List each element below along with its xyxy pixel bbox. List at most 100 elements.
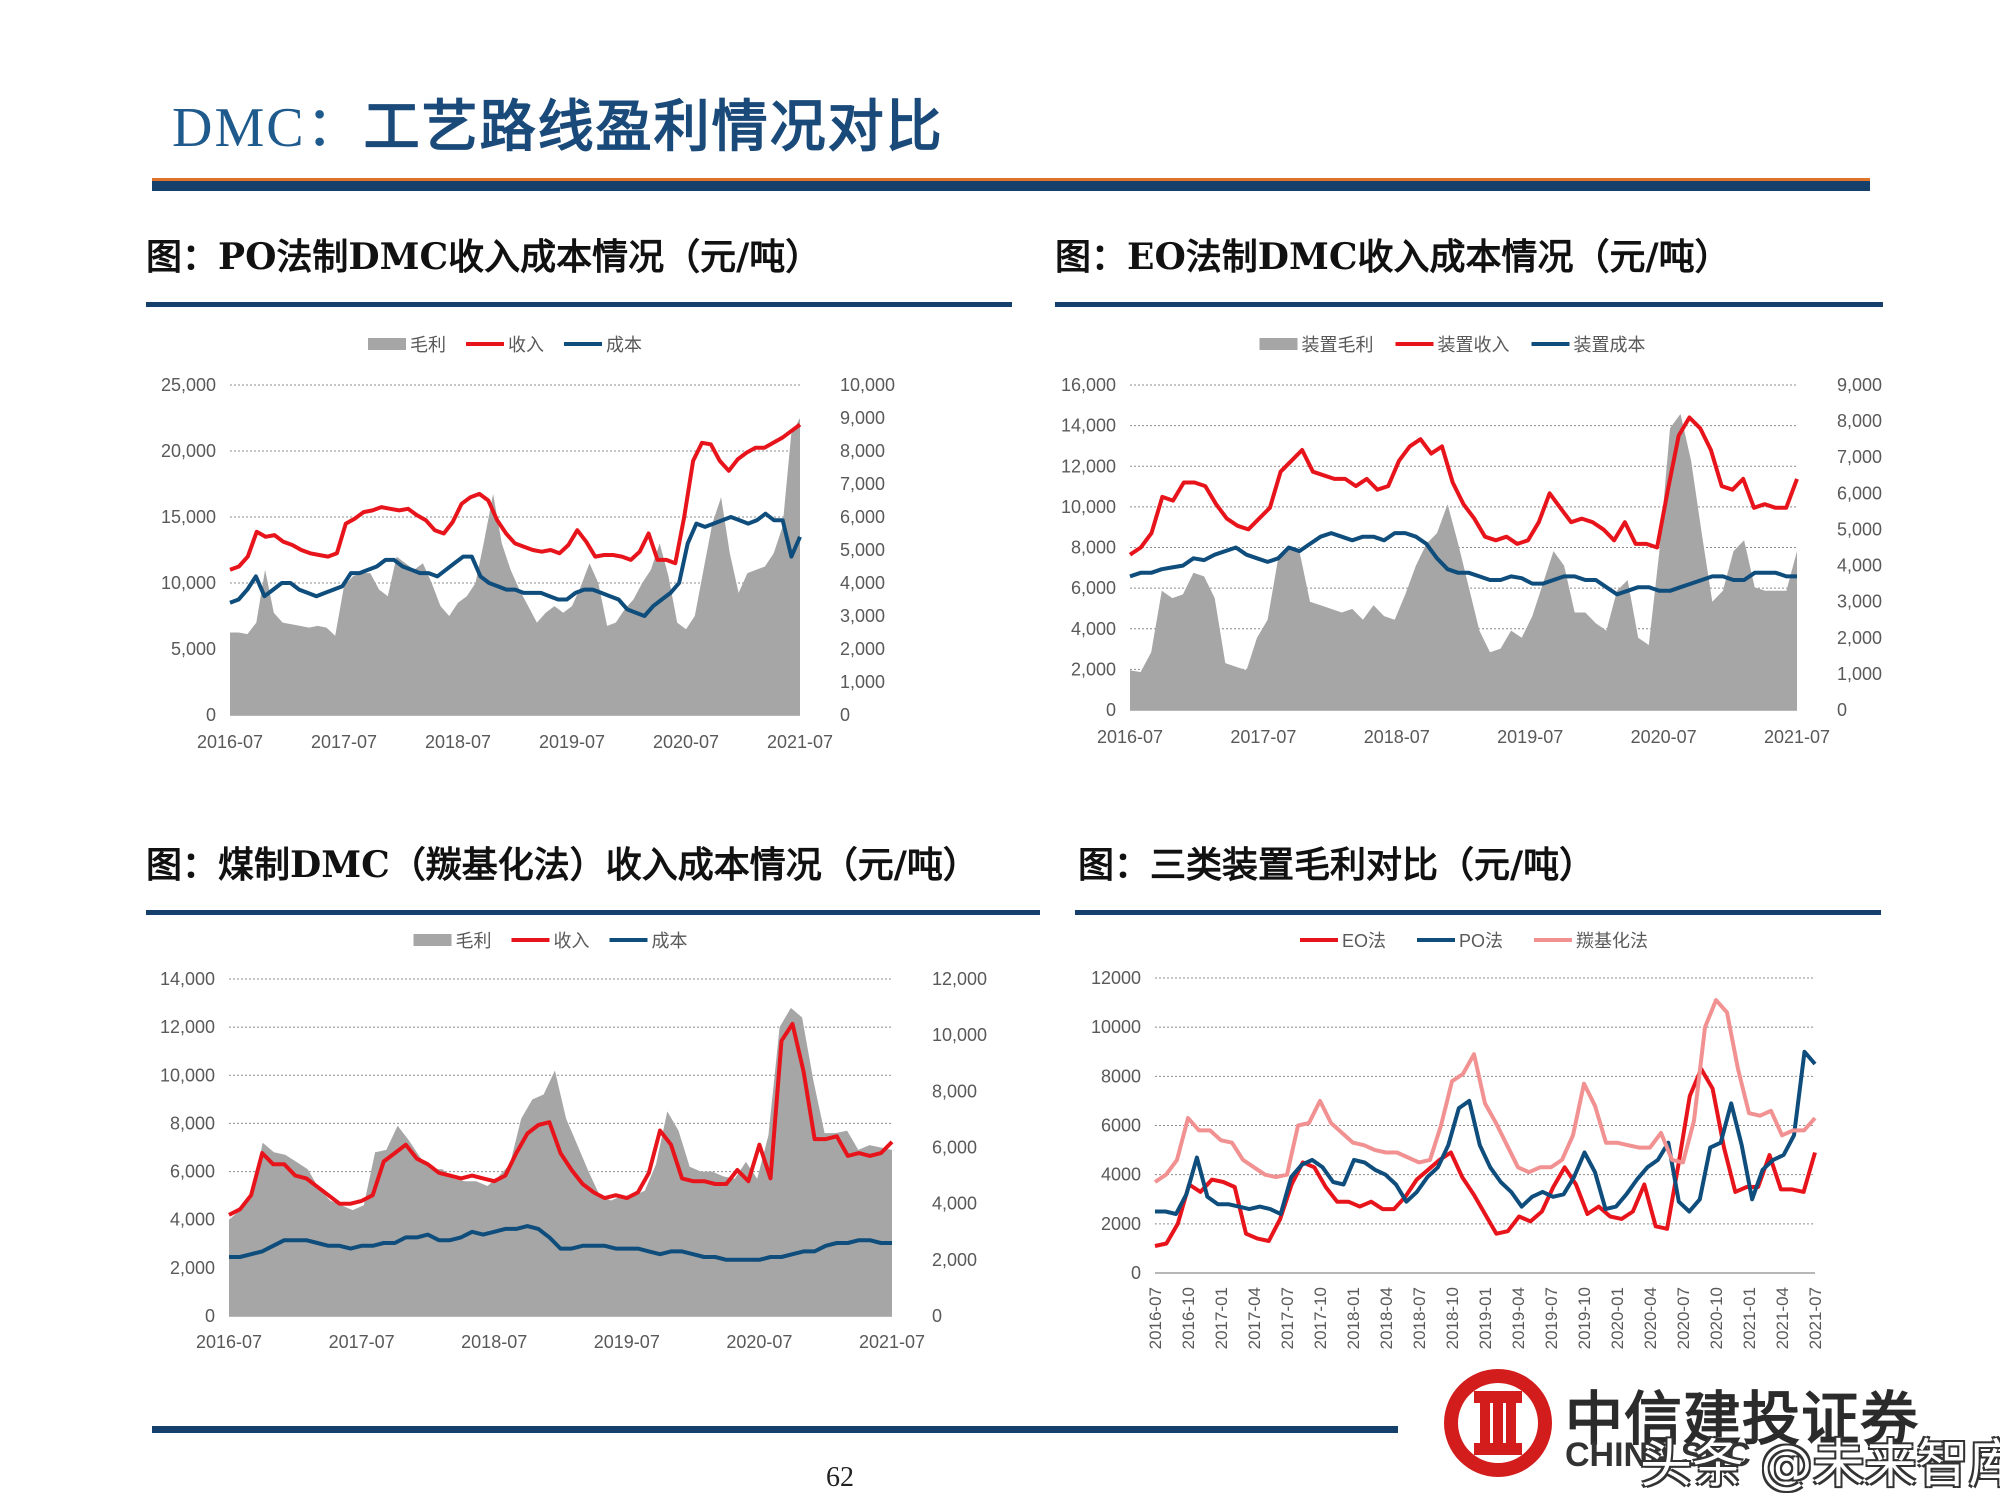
right-axis-tick-label: 10,000 [932, 1025, 987, 1045]
right-axis-tick-label: 1,000 [840, 672, 885, 692]
right-axis-tick-label: 2,000 [1837, 628, 1882, 648]
x-axis-tick-label: 2019-07 [539, 732, 605, 752]
x-axis-tick-label: 2018-07 [461, 1332, 527, 1352]
legend-label-成本: 成本 [606, 335, 642, 355]
right-axis-tick-label: 8,000 [1837, 411, 1882, 431]
x-axis-tick-label: 2017-07 [329, 1332, 395, 1352]
figure-rule-coal [146, 910, 1040, 915]
figure-title-eo: 图：EO法制DMC收入成本情况（元/吨） [1055, 236, 1731, 278]
x-axis-tick-label: 2019-10 [1575, 1287, 1594, 1349]
right-axis-tick-label: 3,000 [840, 606, 885, 626]
x-axis-tick-label: 2021-04 [1773, 1287, 1792, 1349]
right-axis-tick-label: 6,000 [932, 1138, 977, 1158]
x-axis-tick-label: 2018-07 [1364, 727, 1430, 747]
x-axis-tick-label: 2020-07 [653, 732, 719, 752]
x-axis-tick-label: 2020-07 [1674, 1287, 1693, 1349]
chart-eo: 0 2,000 4,000 6,000 8,000 10,000 12,000 14,000 1… [1061, 335, 1882, 747]
x-axis-tick-label: 2017-07 [311, 732, 377, 752]
x-axis-tick-label: 2021-01 [1740, 1287, 1759, 1349]
left-axis-tick-label: 6,000 [170, 1162, 215, 1182]
left-axis-tick-label: 0 [205, 1306, 215, 1326]
x-axis-tick-label: 2018-01 [1344, 1287, 1363, 1349]
x-axis-tick-label: 2019-07 [594, 1332, 660, 1352]
figure-rule-po [146, 302, 1012, 307]
right-axis-tick-label: 0 [840, 705, 850, 725]
left-axis-tick-label: 4000 [1101, 1165, 1141, 1185]
x-axis-tick-label: 2019-07 [1542, 1287, 1561, 1349]
figure-rule-margin [1075, 910, 1881, 915]
left-axis-tick-label: 2,000 [170, 1258, 215, 1278]
right-axis-tick-label: 4,000 [932, 1194, 977, 1214]
x-axis-tick-label: 2017-07 [1278, 1287, 1297, 1349]
figure-title-margin: 图：三类装置毛利对比（元/吨） [1078, 844, 1596, 886]
left-axis-tick-label: 12000 [1091, 968, 1141, 988]
figure-title-coal: 图：煤制DMC（羰基化法）收入成本情况（元/吨） [146, 844, 979, 886]
left-axis-tick-label: 0 [206, 705, 216, 725]
x-axis-tick-label: 2019-04 [1509, 1287, 1528, 1349]
bottom-rule [152, 1426, 1398, 1433]
line-series-EO法 [1154, 1067, 1817, 1248]
legend-label-成本: 成本 [652, 931, 688, 951]
left-axis-tick-label: 2000 [1101, 1214, 1141, 1234]
left-axis-tick-label: 10,000 [1061, 497, 1116, 517]
x-axis-tick-label: 2019-07 [1497, 727, 1563, 747]
left-axis-tick-label: 10,000 [160, 1065, 215, 1085]
legend-label-收入: 收入 [508, 335, 544, 355]
right-axis-tick-label: 3,000 [1837, 592, 1882, 612]
line-series-收入 [229, 422, 802, 572]
right-axis-tick-label: 0 [1837, 700, 1847, 720]
page-title-main: 工艺路线盈利情况对比 [363, 94, 944, 160]
left-axis-tick-label: 15,000 [161, 507, 216, 527]
x-axis-tick-label: 2020-01 [1608, 1287, 1627, 1349]
left-axis-tick-label: 12,000 [160, 1017, 215, 1037]
chart-coal: 0 2,000 4,000 6,000 8,000 10,000 12,000 14,000 0… [160, 931, 987, 1352]
x-axis-tick-label: 2016-07 [196, 1332, 262, 1352]
right-axis-tick-label: 10,000 [840, 375, 895, 395]
legend-swatch-毛利 [413, 934, 452, 946]
left-axis-tick-label: 14,000 [1061, 416, 1116, 436]
x-axis-tick-label: 2018-04 [1377, 1287, 1396, 1349]
x-axis-tick-label: 2018-07 [425, 732, 491, 752]
title-rule [152, 178, 1870, 191]
legend-label-收入: 收入 [554, 931, 590, 951]
legend-label-装置毛利: 装置毛利 [1302, 335, 1374, 355]
right-axis-tick-label: 6,000 [1837, 483, 1882, 503]
page-title-prefix: DMC： [172, 97, 364, 159]
right-axis-tick-label: 7,000 [1837, 447, 1882, 467]
x-axis-tick-label: 2016-07 [197, 732, 263, 752]
x-axis-tick-label: 2020-07 [1631, 727, 1697, 747]
watermark: 头条 @未来智库 [1640, 1435, 2000, 1495]
left-axis-tick-label: 10,000 [161, 573, 216, 593]
chart-margin: 0 2000 4000 6000 8000 10000 12000 2016-07 2016-1… [1091, 931, 1825, 1349]
right-axis-tick-label: 5,000 [840, 540, 885, 560]
chart-po: 0 5,000 10,000 15,000 20,000 25,000 0 1,000 2,00… [161, 335, 895, 752]
x-axis-tick-label: 2020-10 [1707, 1287, 1726, 1349]
x-axis-tick-label: 2016-10 [1179, 1287, 1198, 1349]
legend-label-羰基化法: 羰基化法 [1576, 931, 1648, 951]
x-axis-tick-label: 2020-07 [726, 1332, 792, 1352]
x-axis-tick-label: 2017-07 [1230, 727, 1296, 747]
x-axis-tick-label: 2016-07 [1097, 727, 1163, 747]
right-axis-tick-label: 0 [932, 1306, 942, 1326]
right-axis-tick-label: 4,000 [840, 573, 885, 593]
right-axis-tick-label: 8,000 [840, 441, 885, 461]
citic-logo-icon [1444, 1369, 1552, 1477]
right-axis-tick-label: 5,000 [1837, 519, 1882, 539]
right-axis-tick-label: 12,000 [932, 969, 987, 989]
left-axis-tick-label: 16,000 [1061, 375, 1116, 395]
logo-text-cn: 中信建投证券 [1565, 1385, 1920, 1453]
logo-text-en: CHINA SEC [1565, 1436, 1751, 1474]
legend-label-毛利: 毛利 [456, 931, 492, 951]
legend-label-毛利: 毛利 [410, 335, 446, 355]
line-series-装置成本 [1129, 531, 1797, 597]
right-axis-tick-label: 7,000 [840, 474, 885, 494]
legend-label-装置收入: 装置收入 [1438, 335, 1510, 355]
x-axis-tick-label: 2018-07 [1410, 1287, 1429, 1349]
right-axis-tick-label: 9,000 [840, 408, 885, 428]
left-axis-tick-label: 8000 [1101, 1066, 1141, 1086]
left-axis-tick-label: 2,000 [1071, 659, 1116, 679]
left-axis-tick-label: 14,000 [160, 969, 215, 989]
x-axis-tick-label: 2017-04 [1245, 1287, 1264, 1349]
left-axis-tick-label: 12,000 [1061, 456, 1116, 476]
left-axis-tick-label: 25,000 [161, 375, 216, 395]
